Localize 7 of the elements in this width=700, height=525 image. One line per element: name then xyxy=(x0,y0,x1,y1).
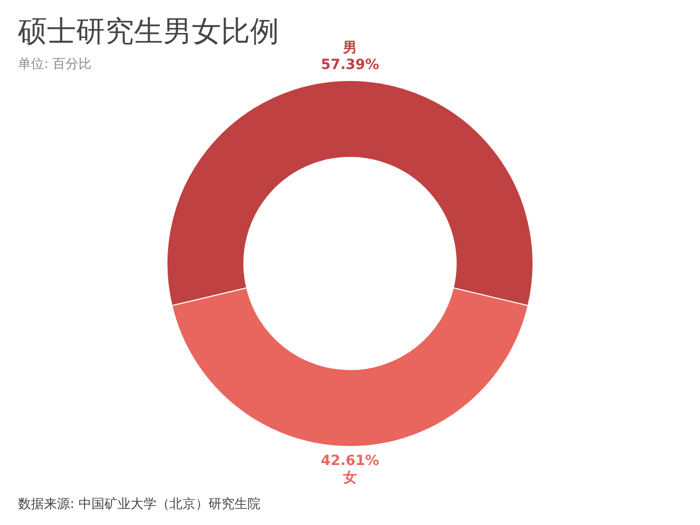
text: 单位: 百分比 xyxy=(18,56,92,73)
source-note: 数据来源: 中国矿业大学（北京）研究生院 xyxy=(18,496,261,513)
chart-title: 硕士研究生男女比例 xyxy=(18,13,279,50)
slice-label: 男 xyxy=(342,40,357,56)
data-label: 57.39% xyxy=(320,57,380,74)
slice-label: 女 xyxy=(342,470,357,486)
data-label: 42.61% xyxy=(320,453,380,470)
